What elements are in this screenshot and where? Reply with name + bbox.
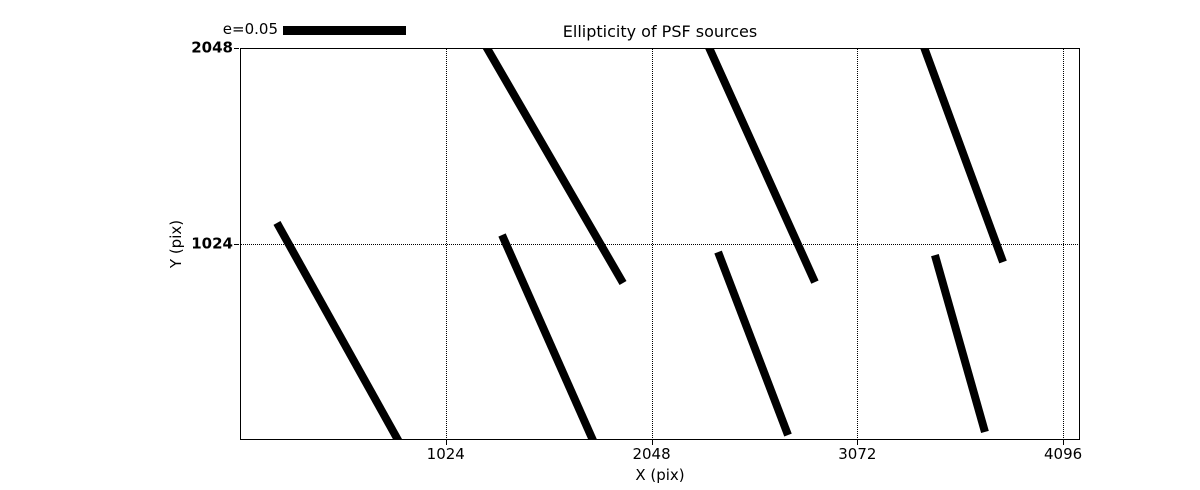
x-tick-label-1024: 1024 <box>426 445 465 463</box>
psf-whisker-4 <box>277 223 404 440</box>
x-tick-3072 <box>857 440 859 445</box>
psf-whisker-2 <box>703 48 815 282</box>
x-tick-1024 <box>445 440 447 445</box>
x-tick-2048 <box>651 440 653 445</box>
y-tick-2048 <box>234 48 239 49</box>
y-tick-1024 <box>234 244 239 245</box>
gridline-y-1024 <box>240 244 1080 245</box>
whisker-layer <box>240 48 1080 440</box>
grid-layer <box>240 48 1080 440</box>
psf-whisker-7 <box>935 255 985 432</box>
y-tick-label-1024: 1024 <box>191 234 233 253</box>
legend-scale-bar <box>283 26 406 35</box>
x-tick-label-4096: 4096 <box>1044 445 1083 463</box>
x-tick-label-3072: 3072 <box>838 445 877 463</box>
x-axis-label: X (pix) <box>635 466 685 484</box>
psf-whisker-5 <box>502 235 598 440</box>
x-tick-4096 <box>1063 440 1065 445</box>
x-tick-label-2048: 2048 <box>632 445 671 463</box>
psf-whisker-1 <box>479 48 623 283</box>
psf-whisker-6 <box>718 252 788 435</box>
psf-whisker-3 <box>919 48 1003 262</box>
plot-area <box>240 48 1080 440</box>
y-axis-label: Y (pix) <box>167 219 185 269</box>
legend-scale-label: e=0.05 <box>222 20 278 38</box>
chart-title: Ellipticity of PSF sources <box>562 22 758 41</box>
y-tick-label-2048: 2048 <box>191 38 233 57</box>
